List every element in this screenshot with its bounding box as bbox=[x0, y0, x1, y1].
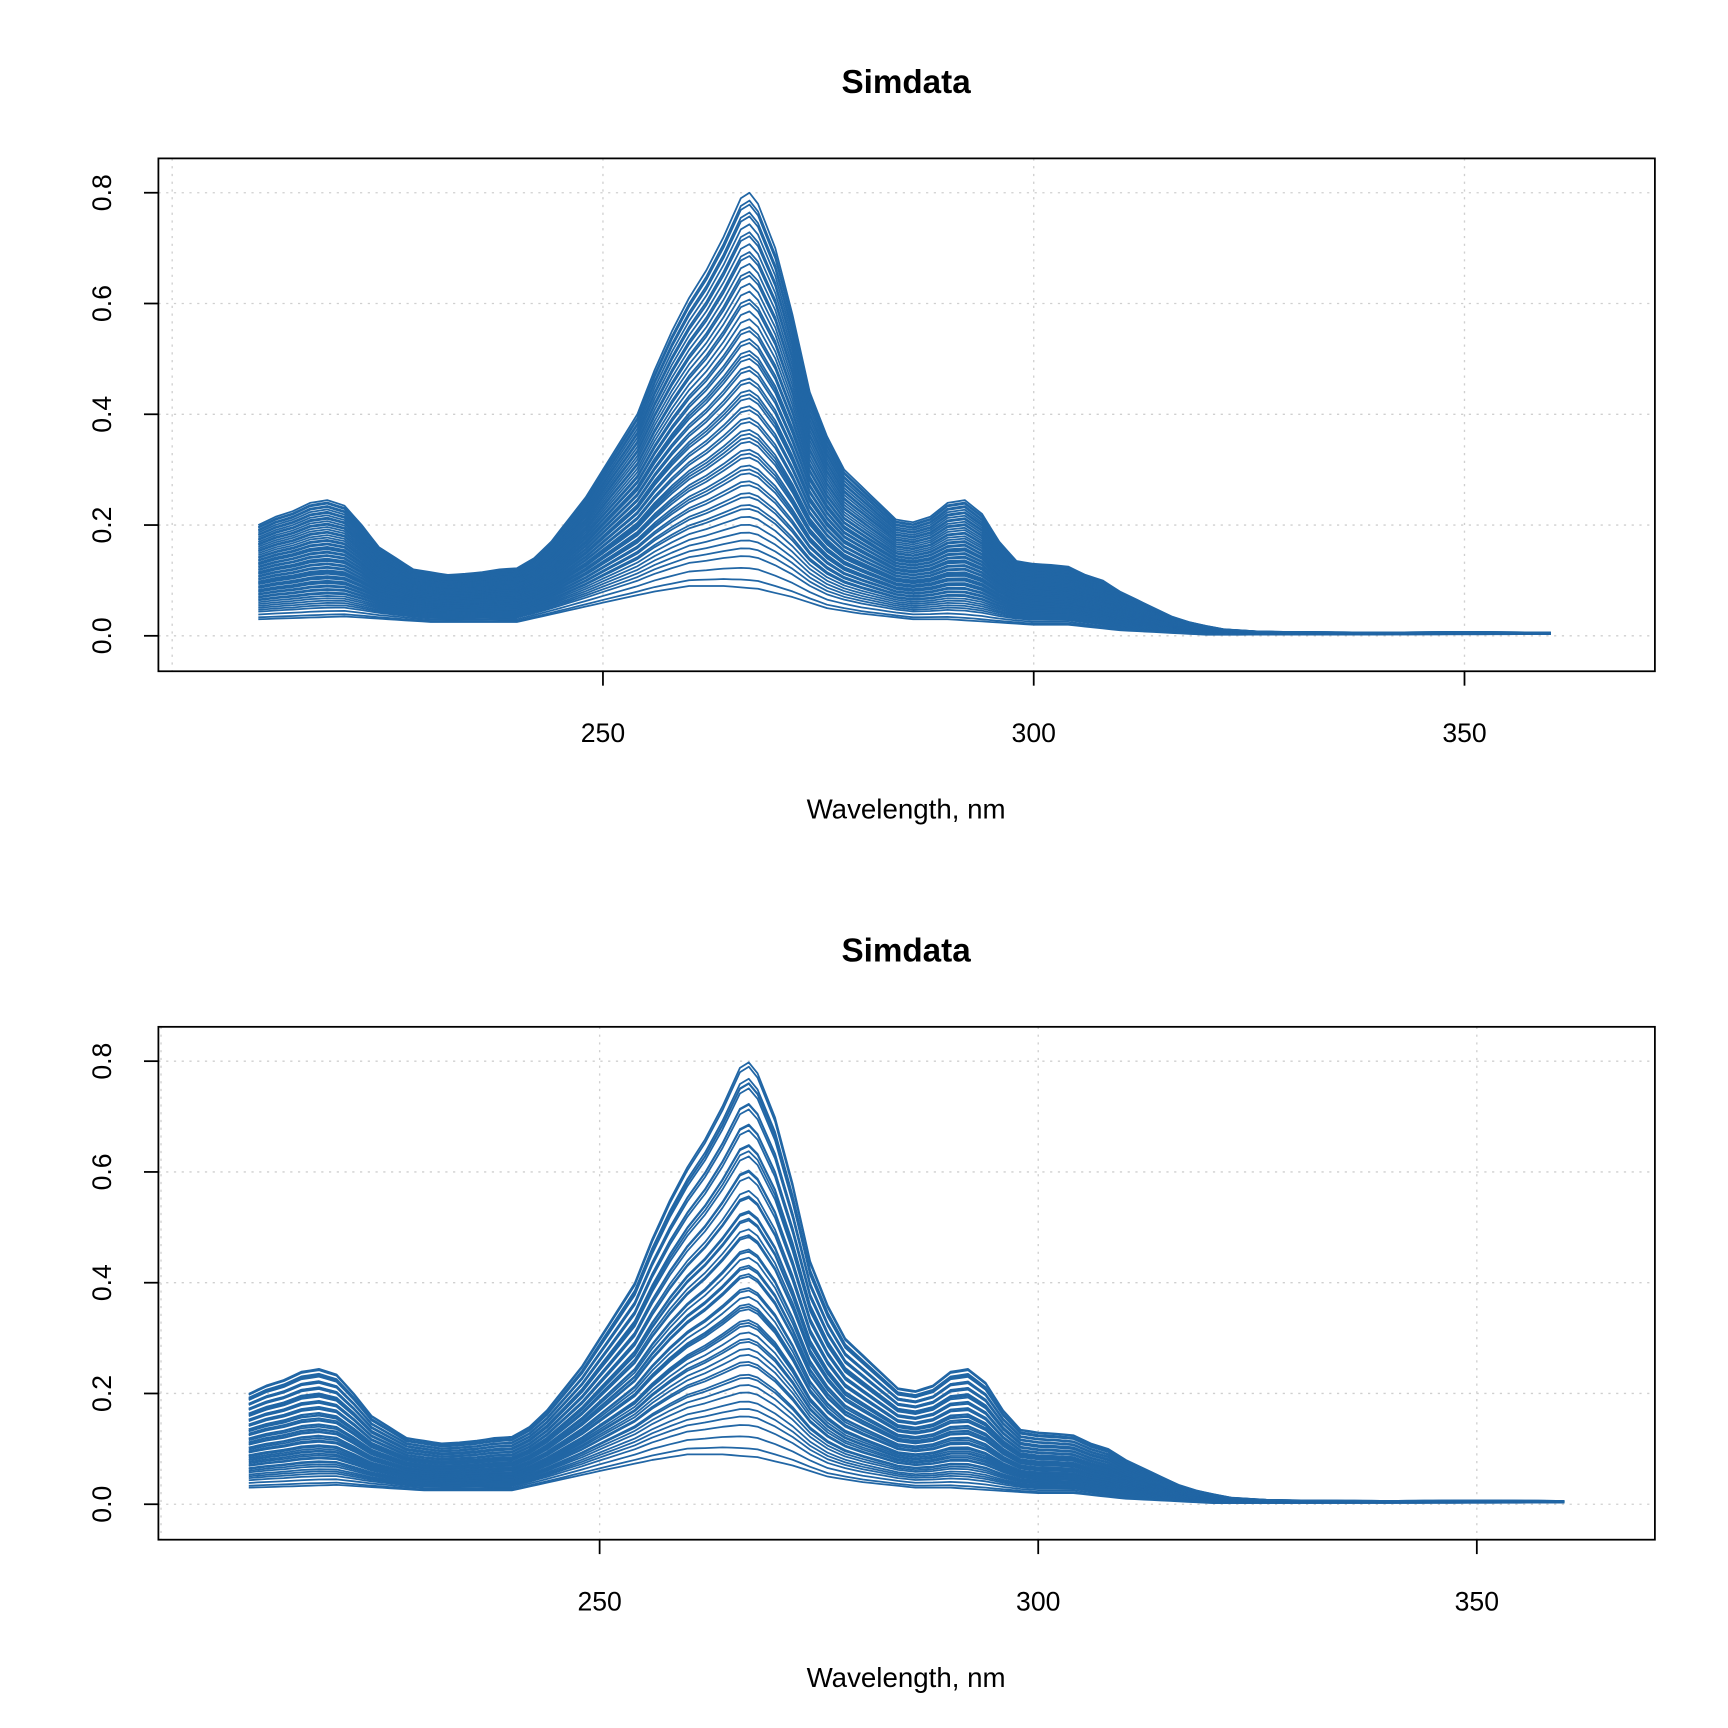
chart-title: Simdata bbox=[841, 932, 971, 969]
y-tick-label: 0.2 bbox=[87, 507, 117, 544]
chart-bottom: Simdata 250 300 350 0.0 0.2 0.4 0.6 0.8 Wavelengt… bbox=[87, 932, 1656, 1693]
x-tick-label: 250 bbox=[577, 1587, 621, 1617]
y-tick-label: 0.6 bbox=[87, 285, 117, 322]
y-tick-label: 0.6 bbox=[87, 1153, 117, 1190]
series-line-62 bbox=[248, 1061, 1565, 1502]
y-tick-label: 0.8 bbox=[87, 1043, 117, 1080]
y-tick-label: 0.2 bbox=[87, 1375, 117, 1412]
y-tick-label: 0.8 bbox=[87, 174, 117, 211]
x-tick-label: 300 bbox=[1012, 718, 1056, 748]
x-tick-label: 350 bbox=[1455, 1587, 1499, 1617]
chart-title: Simdata bbox=[841, 64, 971, 101]
series-line-62 bbox=[257, 191, 1551, 634]
x-tick-label: 300 bbox=[1016, 1587, 1060, 1617]
x-axis-label: Wavelength, nm bbox=[807, 794, 1006, 825]
x-axis-label: Wavelength, nm bbox=[807, 1662, 1006, 1693]
y-tick-label: 0.4 bbox=[87, 396, 117, 433]
x-tick-label: 250 bbox=[581, 718, 625, 748]
x-tick-label: 350 bbox=[1442, 718, 1486, 748]
y-tick-label: 0.0 bbox=[87, 1486, 117, 1523]
chart-top: Simdata 250 300 350 0.0 0.2 0.4 0.6 0.8 Wavelengt… bbox=[87, 64, 1656, 825]
y-tick-label: 0.0 bbox=[87, 617, 117, 654]
y-tick-label: 0.4 bbox=[87, 1264, 117, 1301]
